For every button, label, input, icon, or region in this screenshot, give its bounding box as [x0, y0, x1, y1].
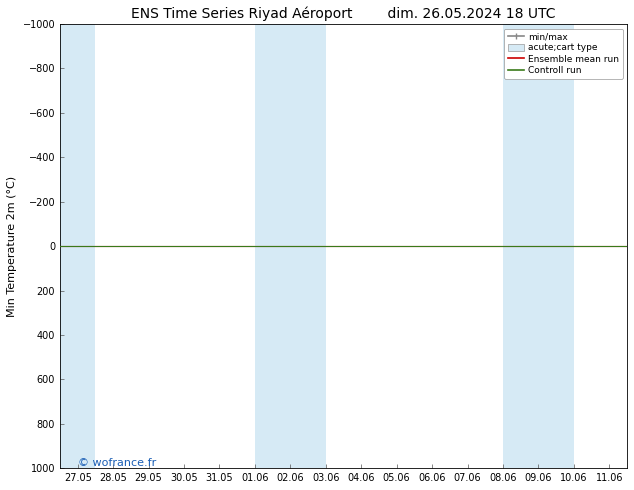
- Legend: min/max, acute;cart type, Ensemble mean run, Controll run: min/max, acute;cart type, Ensemble mean …: [505, 28, 623, 78]
- Title: ENS Time Series Riyad Aéroport        dim. 26.05.2024 18 UTC: ENS Time Series Riyad Aéroport dim. 26.0…: [131, 7, 556, 22]
- Text: © wofrance.fr: © wofrance.fr: [78, 458, 156, 468]
- Bar: [255, 24, 326, 468]
- Bar: [60, 24, 96, 468]
- Y-axis label: Min Temperature 2m (°C): Min Temperature 2m (°C): [7, 175, 17, 317]
- Bar: [503, 24, 574, 468]
